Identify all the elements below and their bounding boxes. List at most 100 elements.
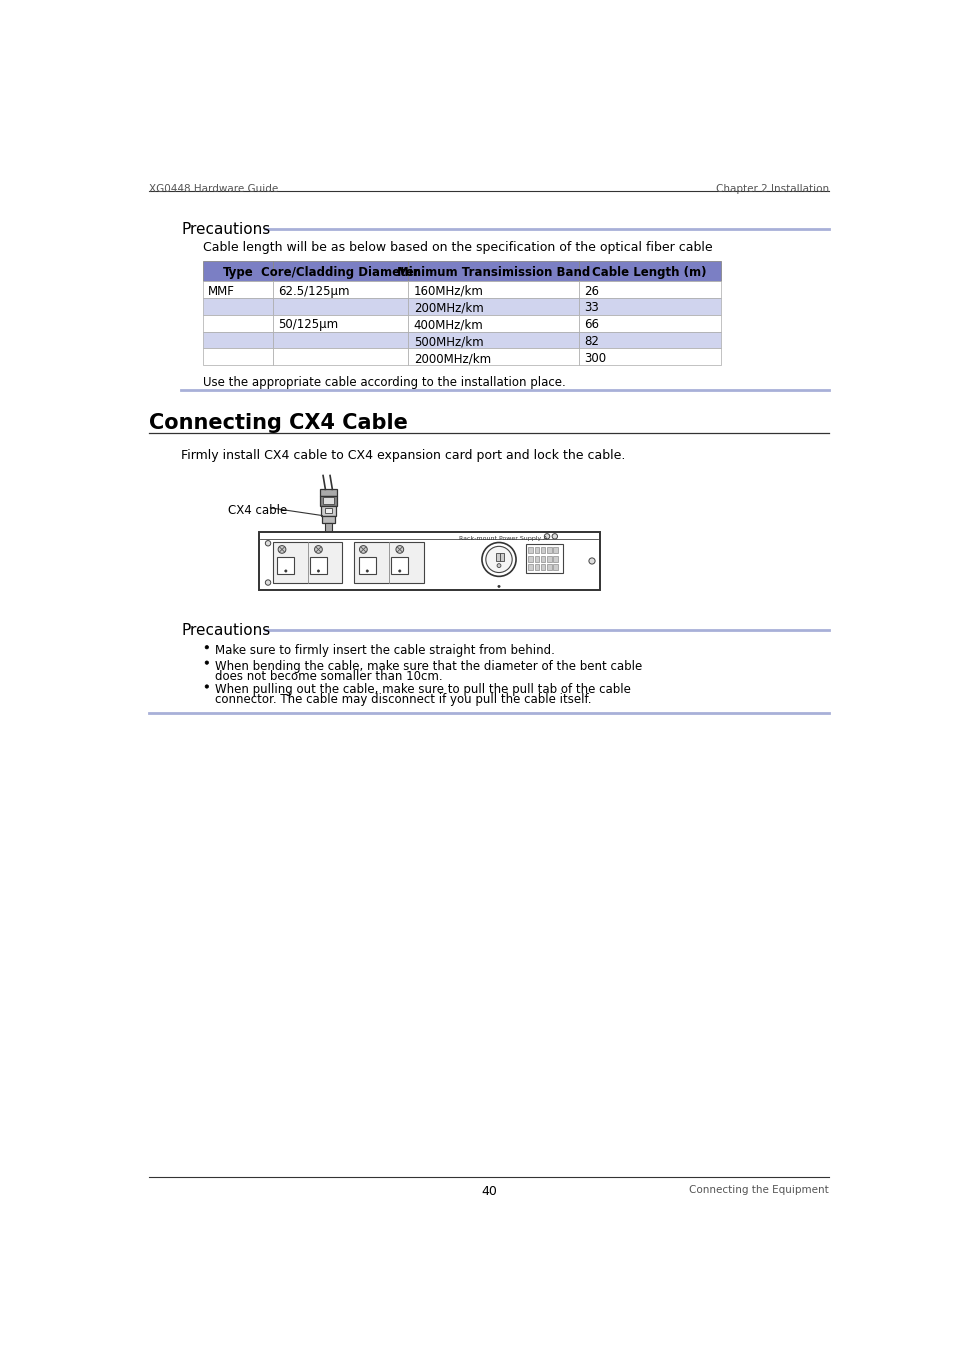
Text: Connecting CX4 Cable: Connecting CX4 Cable: [149, 413, 407, 434]
Circle shape: [366, 570, 368, 571]
Text: 300: 300: [583, 353, 606, 365]
Bar: [578, 315, 720, 331]
Text: Precautions: Precautions: [181, 623, 271, 638]
Bar: [319, 496, 336, 507]
Circle shape: [205, 685, 209, 688]
Bar: [553, 565, 558, 570]
Text: Use the appropriate cable according to the installation place.: Use the appropriate cable according to t…: [203, 376, 565, 389]
Bar: [525, 544, 562, 573]
Bar: [273, 261, 408, 281]
Text: Core/Cladding Diameter: Core/Cladding Diameter: [261, 266, 419, 280]
Text: XG0448 Hardware Guide: XG0448 Hardware Guide: [149, 184, 277, 193]
Bar: [553, 547, 558, 554]
Text: 66: 66: [583, 319, 598, 331]
Bar: [534, 547, 538, 554]
Text: When pulling out the cable, make sure to pull the pull tab of the cable: When pulling out the cable, make sure to…: [214, 684, 630, 696]
Text: does not become somaller than 10cm.: does not become somaller than 10cm.: [214, 670, 442, 682]
Bar: [499, 554, 503, 561]
Circle shape: [359, 546, 367, 554]
Bar: [578, 281, 720, 297]
Bar: [324, 508, 332, 513]
Bar: [540, 565, 545, 570]
Bar: [203, 331, 273, 349]
Bar: [408, 261, 578, 281]
Bar: [273, 297, 408, 315]
Bar: [553, 555, 558, 562]
Text: Connecting the Equipment: Connecting the Equipment: [689, 1185, 828, 1194]
Bar: [273, 281, 408, 297]
Text: Chapter 2 Installation: Chapter 2 Installation: [716, 184, 828, 193]
Text: Make sure to firmly insert the cable straight from behind.: Make sure to firmly insert the cable str…: [214, 644, 554, 657]
Text: 200MHz/km: 200MHz/km: [414, 301, 483, 315]
Bar: [534, 565, 538, 570]
Circle shape: [205, 646, 209, 648]
Bar: [534, 555, 538, 562]
Bar: [203, 281, 273, 297]
Text: Precautions: Precautions: [181, 222, 271, 238]
Text: Minimum Transimission Band: Minimum Transimission Band: [396, 266, 590, 280]
Text: 33: 33: [583, 301, 598, 315]
Text: 2000MHz/km: 2000MHz/km: [414, 353, 491, 365]
Circle shape: [588, 558, 595, 565]
Bar: [273, 315, 408, 331]
Bar: [322, 516, 335, 523]
Bar: [277, 557, 294, 574]
Bar: [408, 281, 578, 297]
Bar: [408, 315, 578, 331]
Text: MMF: MMF: [208, 285, 235, 297]
Bar: [408, 331, 578, 349]
Bar: [203, 349, 273, 365]
Bar: [273, 542, 342, 582]
Bar: [408, 349, 578, 365]
Text: Firmly install CX4 cable to CX4 expansion card port and lock the cable.: Firmly install CX4 cable to CX4 expansio…: [181, 449, 625, 462]
Circle shape: [278, 546, 286, 554]
Bar: [319, 489, 336, 496]
Circle shape: [497, 563, 500, 567]
Bar: [391, 557, 408, 574]
Bar: [323, 497, 334, 504]
Bar: [408, 297, 578, 315]
Text: Cable Length (m): Cable Length (m): [592, 266, 706, 280]
Bar: [528, 565, 533, 570]
Circle shape: [544, 534, 549, 539]
Text: connector. The cable may disconnect if you pull the cable itself.: connector. The cable may disconnect if y…: [214, 693, 591, 707]
Bar: [325, 523, 332, 532]
Circle shape: [205, 661, 209, 665]
Circle shape: [265, 540, 271, 546]
Text: Cable length will be as below based on the specification of the optical fiber ca: Cable length will be as below based on t…: [203, 242, 712, 254]
Bar: [578, 349, 720, 365]
Circle shape: [265, 580, 271, 585]
Circle shape: [317, 570, 319, 571]
Text: 50/125μm: 50/125μm: [278, 319, 338, 331]
Circle shape: [314, 546, 322, 554]
Text: 160MHz/km: 160MHz/km: [414, 285, 483, 297]
Circle shape: [497, 585, 499, 588]
Text: 26: 26: [583, 285, 598, 297]
Bar: [540, 555, 545, 562]
Text: 400MHz/km: 400MHz/km: [414, 319, 483, 331]
Text: When bending the cable, make sure that the diameter of the bent cable: When bending the cable, make sure that t…: [214, 659, 641, 673]
Bar: [310, 557, 327, 574]
Text: 40: 40: [480, 1185, 497, 1198]
Bar: [358, 557, 375, 574]
Circle shape: [278, 563, 286, 571]
Text: CX4 cable: CX4 cable: [228, 504, 287, 517]
Bar: [546, 565, 551, 570]
Text: 500MHz/km: 500MHz/km: [414, 335, 483, 349]
Bar: [578, 297, 720, 315]
Text: Rack-mount Power Supply A: Rack-mount Power Supply A: [458, 536, 547, 542]
Text: 62.5/125μm: 62.5/125μm: [278, 285, 349, 297]
Circle shape: [481, 543, 516, 577]
Bar: [203, 261, 273, 281]
Circle shape: [284, 570, 287, 571]
Bar: [578, 261, 720, 281]
Bar: [540, 547, 545, 554]
Bar: [273, 331, 408, 349]
Bar: [203, 315, 273, 331]
Circle shape: [395, 563, 403, 571]
Bar: [528, 547, 533, 554]
Bar: [258, 532, 599, 590]
Circle shape: [398, 570, 400, 571]
Circle shape: [552, 534, 557, 539]
Bar: [528, 555, 533, 562]
